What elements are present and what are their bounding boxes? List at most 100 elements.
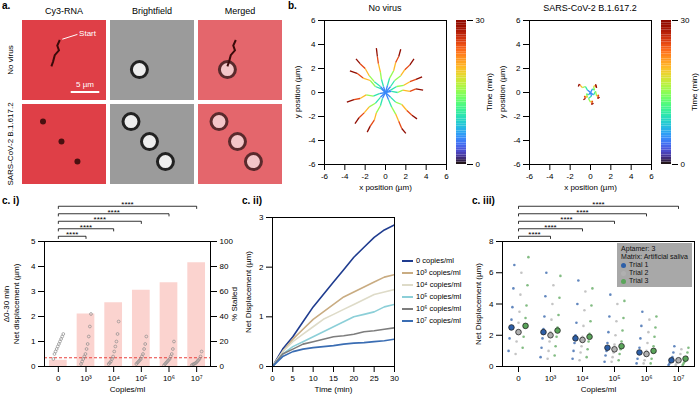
svg-text:-6: -6 [321, 172, 329, 181]
svg-text:5: 5 [291, 374, 296, 383]
svg-text:4: 4 [489, 300, 494, 309]
svg-text:60: 60 [220, 287, 229, 296]
html-text:c. iii): c. iii) [472, 195, 495, 206]
svg-text:10⁴: 10⁴ [576, 374, 589, 383]
svg-text:-2: -2 [513, 112, 521, 121]
svg-text:0: 0 [259, 362, 264, 371]
svg-text:10³: 10³ [545, 374, 557, 383]
svg-text:2: 2 [609, 172, 614, 181]
svg-text:4: 4 [424, 172, 429, 181]
svg-text:5 µm: 5 µm [76, 80, 94, 89]
svg-text:****: **** [576, 208, 588, 217]
svg-text:10⁴: 10⁴ [107, 374, 120, 383]
svg-text:2: 2 [259, 263, 264, 272]
svg-text:0: 0 [489, 362, 494, 371]
svg-text:20: 20 [349, 374, 358, 383]
html-text:SARS-CoV-2 B.1.617.2: SARS-CoV-2 B.1.617.2 [543, 3, 637, 13]
svg-text:2: 2 [516, 64, 521, 73]
svg-text:****: **** [560, 215, 572, 224]
svg-text:4: 4 [311, 40, 316, 49]
svg-text:0: 0 [476, 160, 481, 169]
svg-text:100: 100 [220, 237, 234, 246]
svg-text:Copies/ml: Copies/ml [110, 385, 146, 394]
svg-text:****: **** [121, 200, 133, 209]
svg-text:4: 4 [629, 172, 634, 181]
svg-text:-4: -4 [308, 136, 316, 145]
html-text:No virus: No virus [368, 3, 402, 13]
svg-text:0: 0 [516, 374, 521, 383]
svg-text:-6: -6 [526, 172, 534, 181]
svg-text:10⁶: 10⁶ [640, 374, 652, 383]
html-text:Cy3-RNA: Cy3-RNA [45, 6, 83, 16]
svg-text:2: 2 [404, 172, 409, 181]
svg-text:****: **** [66, 230, 78, 239]
svg-text:0: 0 [31, 362, 36, 371]
svg-text:10⁵: 10⁵ [135, 374, 147, 383]
svg-text:40: 40 [220, 312, 229, 321]
html-text:Brightfield: Brightfield [132, 6, 172, 16]
svg-text:-4: -4 [546, 172, 554, 181]
svg-text:6: 6 [649, 172, 654, 181]
svg-text:Start: Start [79, 29, 97, 38]
svg-text:0: 0 [270, 374, 275, 383]
svg-text:15: 15 [329, 374, 338, 383]
svg-text:5: 5 [31, 237, 36, 246]
svg-text:30: 30 [681, 16, 690, 25]
svg-text:-4: -4 [513, 136, 521, 145]
svg-text:-6: -6 [308, 160, 316, 169]
svg-text:20: 20 [220, 337, 229, 346]
svg-text:****: **** [107, 208, 119, 217]
svg-text:****: **** [94, 215, 106, 224]
svg-text:****: **** [592, 200, 604, 209]
html-text:SARS-CoV-2 B.1.617.2: SARS-CoV-2 B.1.617.2 [6, 102, 15, 186]
svg-text:6: 6 [444, 172, 449, 181]
svg-text:1: 1 [259, 312, 264, 321]
svg-text:2: 2 [31, 312, 36, 321]
svg-text:0: 0 [220, 362, 225, 371]
svg-text:x position (µm): x position (µm) [564, 183, 617, 192]
svg-text:6: 6 [516, 16, 521, 25]
svg-text:-2: -2 [567, 172, 575, 181]
svg-text:-2: -2 [362, 172, 370, 181]
svg-text:0: 0 [516, 88, 521, 97]
svg-text:0: 0 [588, 172, 593, 181]
svg-text:80: 80 [220, 262, 229, 271]
svg-text:2: 2 [311, 64, 316, 73]
svg-text:10⁷: 10⁷ [191, 374, 203, 383]
svg-text:6: 6 [311, 16, 316, 25]
svg-text:0: 0 [311, 88, 316, 97]
svg-text:-6: -6 [513, 160, 521, 169]
svg-text:0: 0 [383, 172, 388, 181]
html-text:c. ii): c. ii) [242, 195, 262, 206]
svg-text:0: 0 [56, 374, 61, 383]
svg-text:10: 10 [309, 374, 318, 383]
svg-text:25: 25 [370, 374, 379, 383]
svg-text:8: 8 [489, 237, 494, 246]
html-text:Merged: Merged [224, 6, 256, 16]
svg-text:10⁵: 10⁵ [608, 374, 620, 383]
svg-text:4: 4 [31, 262, 36, 271]
svg-text:1: 1 [31, 337, 36, 346]
svg-text:3: 3 [259, 213, 264, 222]
svg-text:10³: 10³ [80, 374, 92, 383]
html-text:a.: a. [2, 0, 11, 11]
svg-text:x position (µm): x position (µm) [359, 183, 412, 192]
svg-text:-4: -4 [341, 172, 349, 181]
svg-text:10⁶: 10⁶ [163, 374, 175, 383]
svg-text:-2: -2 [308, 112, 316, 121]
svg-text:Time (min): Time (min) [315, 385, 353, 394]
svg-text:0: 0 [681, 160, 686, 169]
svg-text:6: 6 [489, 268, 494, 277]
svg-text:2: 2 [489, 331, 494, 340]
svg-text:Copies/ml: Copies/ml [581, 385, 617, 394]
svg-text:4: 4 [516, 40, 521, 49]
svg-text:3: 3 [31, 287, 36, 296]
svg-text:****: **** [544, 223, 556, 232]
svg-text:10⁷: 10⁷ [673, 374, 685, 383]
html-text:c. i): c. i) [2, 195, 20, 206]
html-text:No virus: No virus [6, 45, 15, 75]
svg-text:30: 30 [390, 374, 399, 383]
svg-text:****: **** [80, 223, 92, 232]
svg-text:****: **** [528, 230, 540, 239]
svg-text:30: 30 [476, 16, 485, 25]
